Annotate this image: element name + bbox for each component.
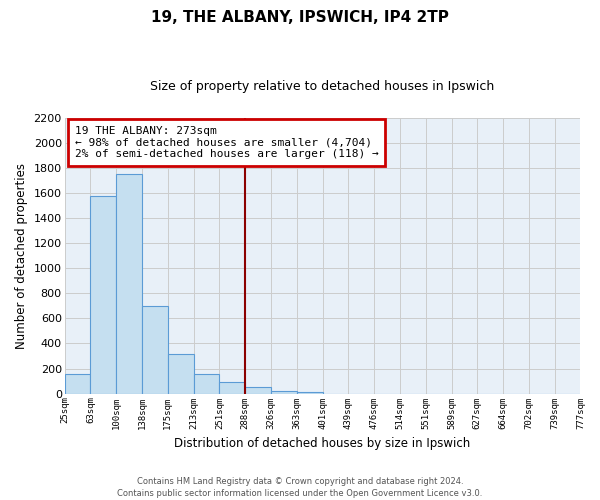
Bar: [194, 374, 220, 394]
Bar: [142, 306, 168, 394]
Text: Contains HM Land Registry data © Crown copyright and database right 2024.
Contai: Contains HM Land Registry data © Crown c…: [118, 476, 482, 498]
Title: Size of property relative to detached houses in Ipswich: Size of property relative to detached ho…: [151, 80, 494, 93]
Bar: [116, 174, 142, 394]
Text: 19 THE ALBANY: 273sqm
← 98% of detached houses are smaller (4,704)
2% of semi-de: 19 THE ALBANY: 273sqm ← 98% of detached …: [75, 126, 379, 160]
Bar: [297, 392, 323, 394]
Bar: [65, 374, 91, 394]
Text: 19, THE ALBANY, IPSWICH, IP4 2TP: 19, THE ALBANY, IPSWICH, IP4 2TP: [151, 10, 449, 25]
Bar: [220, 382, 245, 394]
X-axis label: Distribution of detached houses by size in Ipswich: Distribution of detached houses by size …: [175, 437, 470, 450]
Bar: [245, 388, 271, 394]
Y-axis label: Number of detached properties: Number of detached properties: [15, 162, 28, 348]
Bar: [91, 196, 116, 394]
Bar: [271, 391, 297, 394]
Bar: [168, 354, 194, 394]
